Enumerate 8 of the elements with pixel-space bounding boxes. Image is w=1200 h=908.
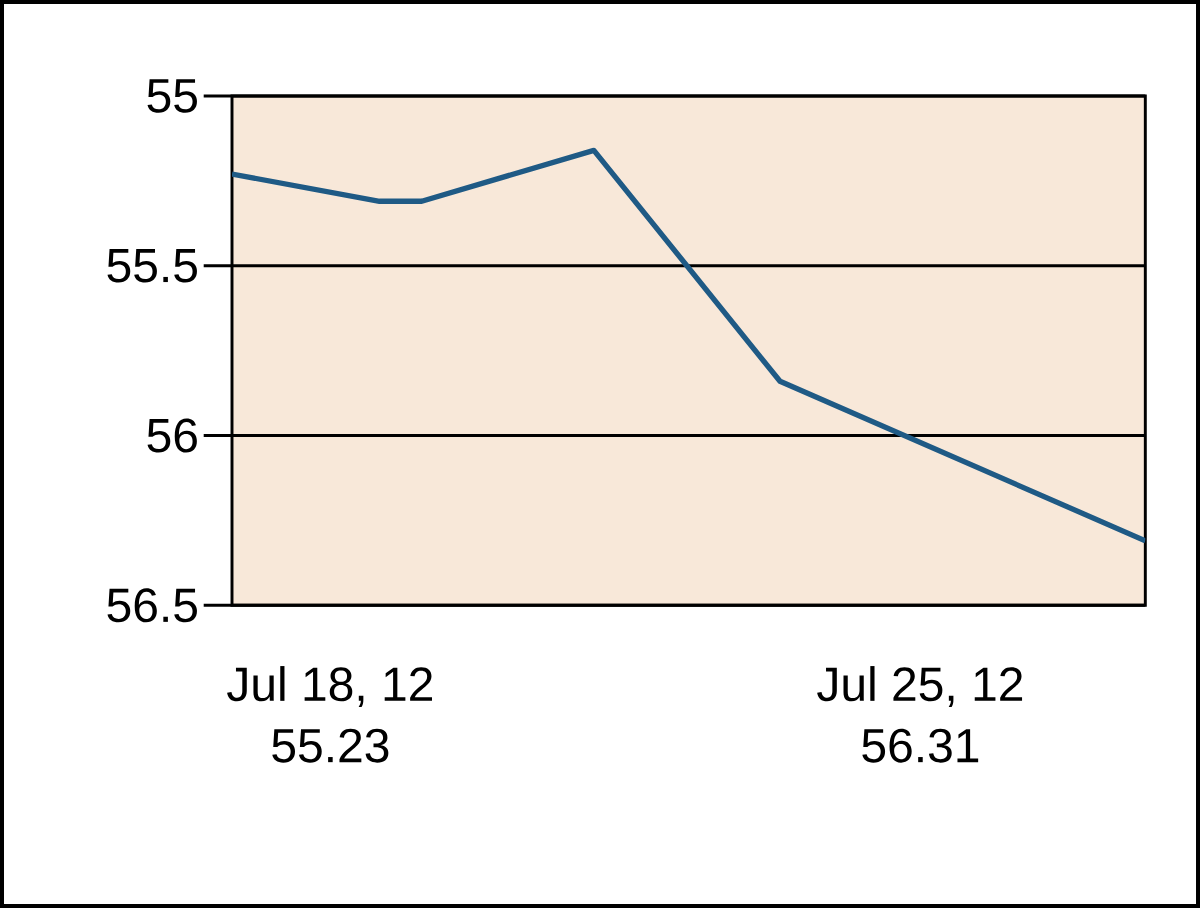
text: 55.23 [272,728,389,763]
text: 56.31 [862,728,979,763]
x-tick-label: Jul 18, 12 [227,666,432,707]
y-tick-label: 55.5 [107,249,197,283]
y-tick-label: 55 [147,79,197,113]
x-tick-label: Jul 25, 12 [817,666,1023,707]
y-tick-label: 56 [147,418,197,453]
y-tick-label: 56.5 [107,588,197,623]
